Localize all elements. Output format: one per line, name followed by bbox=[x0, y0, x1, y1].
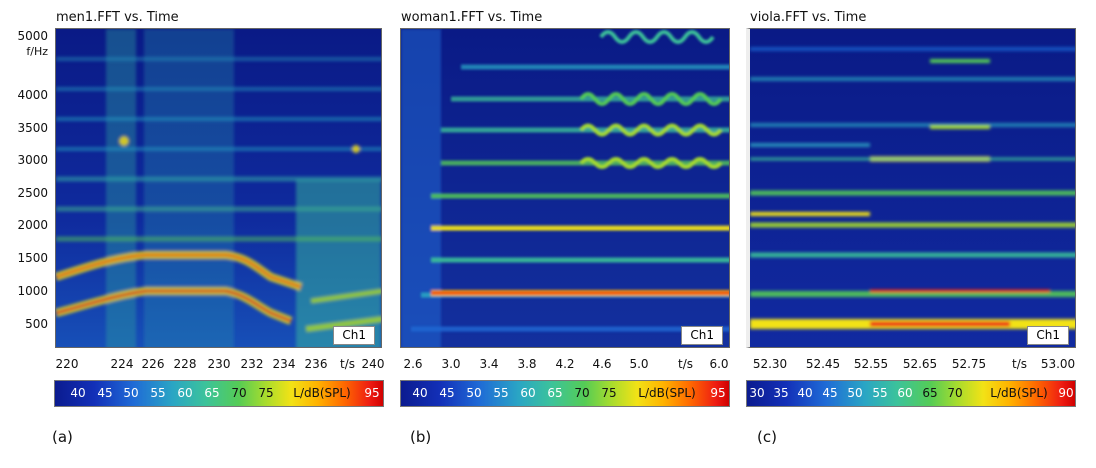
colorbar-tick: 65 bbox=[204, 386, 220, 400]
x-tick-228: 228 bbox=[173, 357, 197, 371]
x-tick-4.2: 4.2 bbox=[555, 357, 575, 371]
colorbar-unit: L/dB(SPL) bbox=[293, 386, 351, 400]
colorbar-tick: 65 bbox=[922, 386, 938, 400]
spectrogram-a: Ch1 bbox=[55, 28, 382, 348]
colorbar-tick: 70 bbox=[231, 386, 247, 400]
colorbar bbox=[746, 380, 1076, 407]
y-tick-1500: 1500 bbox=[17, 251, 48, 265]
colorbar-tick: 45 bbox=[822, 386, 838, 400]
y-tick-2500: 2500 bbox=[17, 186, 48, 200]
spectrogram-b: Ch1 bbox=[400, 28, 730, 348]
colorbar-tick: 30 bbox=[749, 386, 765, 400]
formant-line bbox=[305, 316, 381, 332]
formant-line bbox=[56, 253, 302, 289]
chart-title: woman1.FFT vs. Time bbox=[401, 10, 543, 25]
colorbar-tick: 40 bbox=[412, 386, 428, 400]
x-tick-52.55: 52.55 bbox=[853, 357, 889, 371]
vibrato-line bbox=[579, 157, 723, 169]
colorbar-tick: 75 bbox=[258, 386, 274, 400]
colorbar-tick: 60 bbox=[177, 386, 193, 400]
vibrato-line bbox=[599, 30, 715, 44]
colorbar-tick: 50 bbox=[847, 386, 863, 400]
channel-label: Ch1 bbox=[1027, 326, 1069, 345]
panel-label: (b) bbox=[410, 428, 432, 446]
channel-label: Ch1 bbox=[333, 326, 375, 345]
colorbar-tick: 55 bbox=[150, 386, 166, 400]
y-tick-5000: 5000 bbox=[17, 29, 48, 43]
x-tick-52.45: 52.45 bbox=[805, 357, 841, 371]
colorbar-unit: L/dB(SPL) bbox=[990, 386, 1048, 400]
x-axis-label: t/s bbox=[1012, 357, 1027, 371]
chart-title: men1.FFT vs. Time bbox=[56, 10, 179, 25]
colorbar-unit: L/dB(SPL) bbox=[638, 386, 696, 400]
colorbar-tick: 40 bbox=[70, 386, 86, 400]
y-tick-2000: 2000 bbox=[17, 218, 48, 232]
colorbar-tick: 60 bbox=[897, 386, 913, 400]
colorbar-tick: 45 bbox=[439, 386, 455, 400]
panel-b: woman1.FFT vs. Time bbox=[400, 10, 730, 446]
x-tick-53.00: 53.00 bbox=[1040, 357, 1076, 371]
panel-label: (a) bbox=[52, 428, 73, 446]
x-tick-3.4: 3.4 bbox=[479, 357, 499, 371]
x-tick-3.8: 3.8 bbox=[517, 357, 537, 371]
x-tick-6.0: 6.0 bbox=[709, 357, 729, 371]
x-axis-label: t/s bbox=[678, 357, 693, 371]
colorbar-tick: 60 bbox=[520, 386, 536, 400]
formant-line bbox=[310, 288, 381, 304]
colorbar-tick: 65 bbox=[547, 386, 563, 400]
panel-label: (c) bbox=[757, 428, 777, 446]
colorbar-tick: 55 bbox=[493, 386, 509, 400]
x-tick-232: 232 bbox=[240, 357, 264, 371]
x-axis-label: t/s bbox=[340, 357, 355, 371]
x-tick-3.0: 3.0 bbox=[441, 357, 461, 371]
x-tick-226: 226 bbox=[141, 357, 165, 371]
y-tick-4000: 4000 bbox=[17, 88, 48, 102]
colorbar-tick: 70 bbox=[947, 386, 963, 400]
vibrato-line bbox=[579, 92, 723, 106]
vibrato-line bbox=[579, 123, 723, 137]
x-tick-240: 240 bbox=[361, 357, 385, 371]
colorbar-tick: 35 bbox=[773, 386, 789, 400]
colorbar-tick: 45 bbox=[97, 386, 113, 400]
colorbar-tick: 50 bbox=[466, 386, 482, 400]
spectrogram-c: Ch1 bbox=[746, 28, 1076, 348]
hotspot bbox=[119, 136, 129, 146]
chart-title: viola.FFT vs. Time bbox=[750, 10, 867, 25]
colorbar-max: 95 bbox=[710, 386, 726, 400]
x-tick-230: 230 bbox=[207, 357, 231, 371]
channel-label: Ch1 bbox=[681, 326, 723, 345]
y-tick-1000: 1000 bbox=[17, 284, 48, 298]
colorbar-max: 95 bbox=[364, 386, 380, 400]
colorbar-max: 90 bbox=[1058, 386, 1074, 400]
x-tick-52.75: 52.75 bbox=[951, 357, 987, 371]
x-tick-52.30: 52.30 bbox=[752, 357, 788, 371]
hotspot bbox=[352, 145, 360, 153]
x-tick-236: 236 bbox=[304, 357, 328, 371]
x-tick-2.6: 2.6 bbox=[403, 357, 423, 371]
colorbar bbox=[400, 380, 730, 407]
x-tick-4.6: 4.6 bbox=[592, 357, 612, 371]
colorbar-tick: 50 bbox=[123, 386, 139, 400]
x-tick-220: 220 bbox=[55, 357, 79, 371]
panel-a: men1.FFT vs. Time f/Hz 5000 4000 3500 30… bbox=[0, 0, 385, 468]
x-tick-224: 224 bbox=[110, 357, 134, 371]
y-tick-3500: 3500 bbox=[17, 121, 48, 135]
y-tick-3000: 3000 bbox=[17, 153, 48, 167]
colorbar bbox=[54, 380, 384, 407]
colorbar-tick: 75 bbox=[601, 386, 617, 400]
formant-line bbox=[56, 289, 292, 323]
colorbar-tick: 55 bbox=[872, 386, 888, 400]
x-tick-52.65: 52.65 bbox=[902, 357, 938, 371]
x-tick-5.0: 5.0 bbox=[629, 357, 649, 371]
colorbar-tick: 40 bbox=[797, 386, 813, 400]
x-tick-234: 234 bbox=[272, 357, 296, 371]
colorbar-tick: 70 bbox=[574, 386, 590, 400]
y-tick-500: 500 bbox=[25, 317, 48, 331]
y-axis-label: f/Hz bbox=[26, 45, 48, 58]
spectrogram-background bbox=[750, 29, 1075, 347]
